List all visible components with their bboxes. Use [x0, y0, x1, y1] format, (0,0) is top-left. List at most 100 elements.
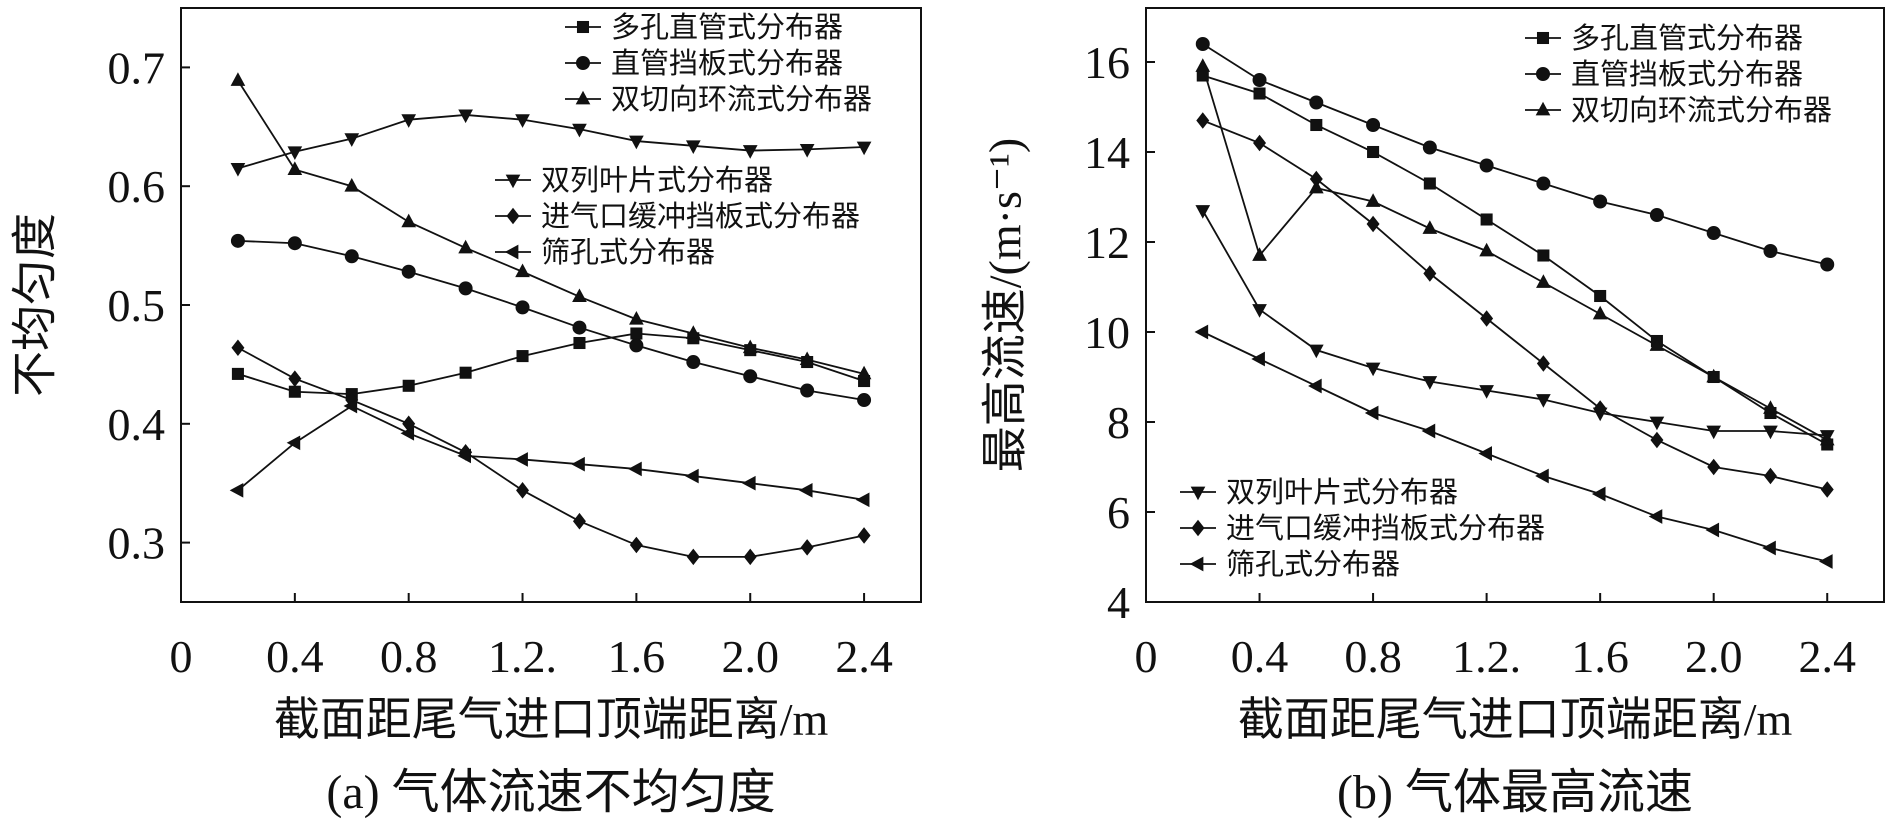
series-5	[229, 398, 870, 508]
x-tick-label: 0.4	[266, 631, 324, 682]
data-point	[799, 351, 815, 366]
x-tick-label: 2.4	[1798, 631, 1856, 682]
data-point	[1253, 87, 1266, 100]
data-point	[230, 72, 246, 86]
legend-marker	[505, 174, 521, 189]
y-tick-label: 0.6	[108, 161, 166, 212]
x-tick-label: 2.4	[835, 631, 893, 682]
series-4	[231, 339, 871, 566]
series-line	[1202, 74, 1828, 446]
chart-panel-a: 0 0.4 0.8 1.2. 1.6 2.0 2.4 0.3 0.4 0.5 0.6 0.7 截面距尾气…	[10, 7, 922, 819]
data-point	[1422, 140, 1437, 155]
x-tick-label: 0	[1135, 631, 1158, 682]
x-tick-label: 0.8	[380, 631, 438, 682]
data-point	[516, 350, 529, 363]
legend-label: 筛孔式分布器	[541, 236, 715, 269]
data-point	[344, 133, 360, 147]
data-point	[400, 425, 415, 441]
data-point	[742, 339, 758, 354]
data-point	[401, 213, 417, 228]
data-point	[1252, 304, 1267, 318]
series-line	[237, 114, 865, 170]
data-point	[1479, 385, 1494, 399]
data-point	[1367, 145, 1380, 159]
data-point	[288, 385, 301, 398]
data-point	[458, 281, 473, 296]
legend-label: 直管挡板式分布器	[611, 47, 843, 80]
data-point	[1479, 242, 1494, 257]
data-point	[1763, 244, 1778, 258]
data-point	[572, 512, 586, 530]
data-point	[1820, 257, 1835, 272]
data-point	[628, 461, 642, 477]
legend-label: 双列叶片式分布器	[541, 164, 773, 197]
data-point	[1366, 118, 1381, 132]
data-point	[1536, 274, 1551, 288]
data-point	[685, 468, 699, 484]
data-point	[286, 435, 301, 451]
x-tick-label: 1.2.	[488, 631, 557, 682]
data-point	[287, 161, 303, 175]
legend-label: 直管挡板式分布器	[1571, 58, 1803, 91]
data-point	[573, 336, 586, 350]
y-tick-label: 16	[1084, 37, 1130, 88]
series-line	[237, 79, 865, 375]
data-point	[742, 145, 758, 159]
y-tick-label: 6	[1107, 487, 1130, 538]
legend-label: 多孔直管式分布器	[611, 11, 843, 44]
data-point	[1820, 481, 1834, 498]
data-point	[1308, 344, 1324, 359]
series-2	[230, 72, 872, 380]
data-point	[1536, 355, 1550, 372]
data-point	[515, 114, 530, 128]
data-point	[287, 236, 302, 251]
data-point	[287, 146, 303, 160]
legend-marker	[1536, 67, 1550, 81]
data-point	[401, 264, 416, 279]
x-tick-label: 0.8	[1344, 631, 1402, 682]
data-point	[742, 475, 756, 491]
data-point	[798, 482, 813, 498]
data-point	[1763, 425, 1778, 440]
data-point	[1649, 208, 1664, 222]
data-point	[230, 163, 246, 177]
chart-title: (b) 气体最高流速	[1337, 766, 1693, 819]
series-line	[237, 332, 865, 396]
series-1	[1195, 37, 1835, 272]
data-point	[1594, 289, 1607, 303]
legend-marker	[1190, 486, 1206, 501]
data-point	[1194, 324, 1209, 340]
x-tick-label: 1.6	[608, 631, 666, 682]
data-point	[1423, 265, 1437, 282]
x-tick-label: 2.0	[721, 631, 779, 682]
legend-marker	[1191, 519, 1205, 537]
data-point	[572, 320, 587, 335]
y-tick-label: 0.5	[108, 280, 166, 331]
chart-title: (a) 气体流速不均匀度	[326, 766, 775, 819]
data-point	[1649, 416, 1665, 431]
data-point	[402, 379, 415, 392]
legend-label: 进气口缓冲挡板式分布器	[541, 200, 860, 233]
data-point	[1252, 247, 1267, 261]
data-point	[1650, 431, 1664, 449]
data-point	[686, 355, 701, 370]
data-point	[1253, 134, 1267, 152]
series-line	[1202, 43, 1828, 266]
series-line	[1202, 119, 1828, 491]
data-point	[1251, 351, 1265, 367]
data-point	[630, 327, 643, 340]
series-5	[1194, 324, 1833, 569]
data-point	[1364, 405, 1379, 421]
data-point	[572, 123, 587, 138]
data-point	[1592, 305, 1608, 320]
data-point	[743, 548, 757, 566]
data-point	[514, 452, 528, 467]
data-point	[1421, 423, 1436, 439]
data-point	[1196, 112, 1210, 129]
plot-frame	[1145, 7, 1885, 603]
series-line	[237, 346, 865, 558]
